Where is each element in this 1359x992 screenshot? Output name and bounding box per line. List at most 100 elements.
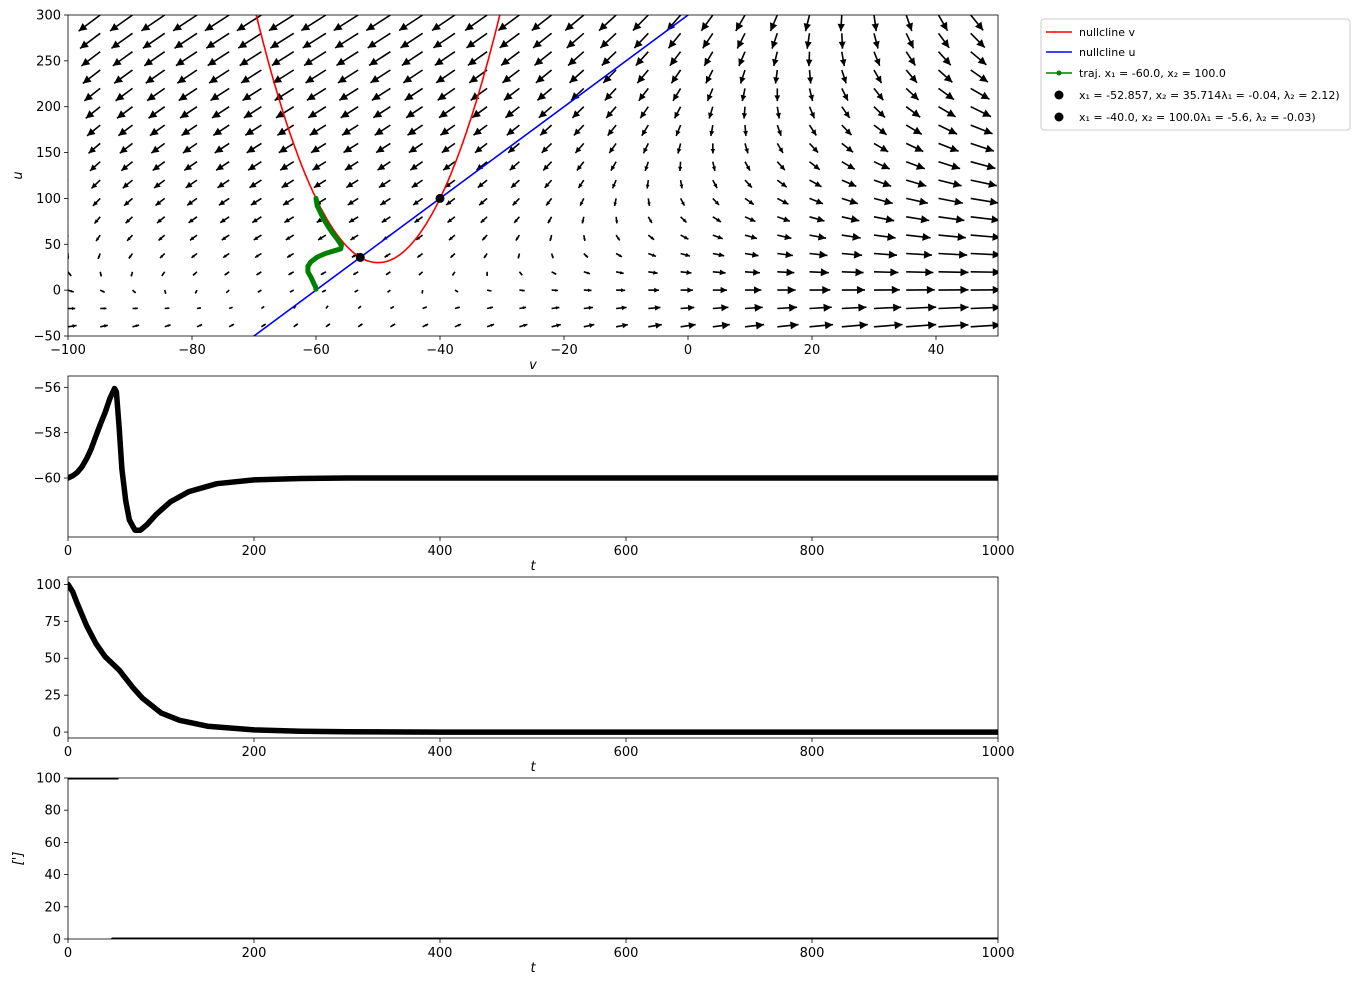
vector-arrow-head (181, 127, 191, 136)
vector-arrow-head (327, 323, 330, 327)
vector-arrow-head (609, 147, 615, 154)
vector-arrow-head (771, 40, 778, 49)
vector-arrow-head (786, 268, 795, 277)
vector-arrow-head (403, 75, 413, 83)
vector-arrow-head (711, 166, 716, 171)
vector-arrow-head (124, 200, 130, 206)
vector-arrow-head (678, 166, 683, 171)
vector-arrow-head (957, 233, 966, 241)
vector-arrow-head (193, 272, 196, 276)
vector-arrow-head (167, 307, 170, 310)
vector-arrow-head (250, 199, 258, 206)
series-line (68, 385, 998, 533)
y-tick-label: 250 (36, 54, 61, 69)
y-tick-label: 100 (36, 772, 61, 787)
vector-arrow-head (249, 181, 257, 188)
vector-arrow-head (875, 75, 882, 84)
vector-arrow-head (378, 181, 386, 188)
vector-arrow-shaft (68, 125, 69, 127)
vector-arrow-head (741, 113, 748, 119)
vector-arrow-head (538, 110, 548, 118)
vector-arrow-head (144, 58, 154, 66)
vector-arrow-head (340, 110, 350, 118)
vector-arrow-head (884, 197, 893, 206)
vector-arrow-head (855, 268, 864, 277)
vector-arrow-head (164, 291, 167, 294)
vector-arrow-head (373, 110, 383, 118)
vector-arrow-head (236, 23, 246, 31)
vector-arrow-head (401, 57, 411, 66)
x-tick-label: 20 (804, 343, 821, 358)
vector-arrow-head (718, 252, 725, 258)
vector-arrow-head (283, 199, 290, 206)
vector-arrow-head (681, 201, 685, 206)
x-tick-label: 0 (64, 544, 72, 559)
vector-arrow-head (239, 57, 249, 66)
vector-arrow-head (399, 22, 408, 31)
x-tick-label: 600 (614, 946, 639, 961)
vector-arrow-head (387, 290, 390, 293)
vector-arrow-head (581, 220, 585, 224)
vector-arrow-head (531, 22, 541, 31)
vector-arrow-head (740, 94, 747, 102)
vector-arrow-head (770, 22, 778, 32)
vector-arrow-head (654, 287, 659, 293)
x-axis-label: v (529, 358, 537, 373)
vector-arrow-head (915, 162, 925, 170)
vector-arrow-head (705, 75, 712, 84)
legend-label-fixed-point-2: x₁ = -40.0, x₂ = 100.0λ₁ = -5.6, λ₂ = -0… (1079, 111, 1316, 124)
vector-arrow-head (149, 127, 159, 136)
vector-arrow-head (960, 268, 969, 277)
vector-arrow-head (941, 39, 950, 48)
vector-arrow-head (230, 307, 233, 309)
vector-arrow-head (474, 145, 483, 153)
x-tick-label: 800 (800, 544, 825, 559)
vector-arrow-head (910, 92, 919, 100)
vector-arrow-head (923, 250, 932, 259)
vector-arrow-head (351, 254, 356, 258)
vector-arrow-head (992, 268, 998, 277)
vector-arrow-head (813, 163, 820, 170)
vector-arrow-head (128, 255, 132, 259)
vector-arrow-head (125, 218, 131, 224)
vector-arrow-head (890, 268, 899, 277)
vector-arrow-head (467, 57, 477, 66)
vector-arrow-head (556, 323, 561, 328)
vector-arrow-head (322, 290, 325, 292)
vector-arrow-head (343, 145, 353, 153)
vector-arrow-head (190, 236, 195, 241)
vector-arrow-head (679, 184, 684, 189)
vector-arrow-head (807, 77, 814, 84)
vector-arrow-head (804, 41, 812, 49)
vector-arrow-head (674, 111, 680, 119)
vector-arrow-head (847, 163, 855, 170)
vector-arrow-head (160, 254, 164, 259)
vector-arrow-head (887, 232, 896, 241)
x-tick-label: 1000 (981, 544, 1014, 559)
trajectory-point (315, 203, 320, 208)
vector-arrow-head (632, 22, 642, 31)
vector-arrow-head (520, 273, 523, 276)
vector-arrow-shaft (68, 88, 69, 90)
vector-arrow-head (650, 236, 655, 240)
vector-arrow-head (273, 75, 283, 83)
vector-arrow-head (621, 288, 626, 293)
vector-arrow-head (142, 40, 152, 49)
y-tick-label: 20 (44, 900, 61, 915)
vector-arrow-head (226, 290, 229, 293)
vector-arrow-head (751, 251, 759, 258)
vector-arrow-head (503, 92, 513, 101)
vector-arrow-head (922, 233, 931, 241)
vector-arrow-head (480, 218, 485, 223)
x-tick-label: 0 (684, 343, 692, 358)
vector-arrow-head (220, 218, 226, 223)
vector-arrow-head (457, 324, 461, 327)
vector-arrow-head (687, 287, 693, 293)
vector-arrow-head (843, 111, 850, 118)
vector-arrow-head (644, 166, 649, 171)
vector-arrow-head (280, 163, 289, 171)
vector-arrow-head (522, 289, 525, 292)
vector-arrow-head (439, 109, 448, 118)
vector-arrow-head (946, 109, 956, 117)
